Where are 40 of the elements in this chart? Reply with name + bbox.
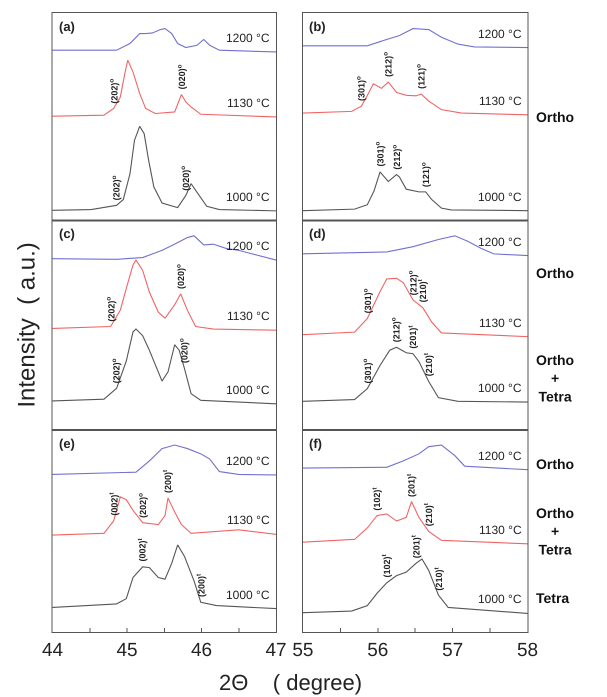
series-label: 1130 °C [479, 94, 522, 108]
chart-title: (a) [59, 19, 75, 34]
x-tick-label: 57 [442, 640, 464, 661]
y-axis-title: Intensity ( a.u.) [13, 242, 40, 408]
series-label: 1000 °C [478, 190, 522, 204]
x-tick-label: 44 [42, 640, 64, 661]
text: Ortho + Tetra [536, 505, 574, 558]
text: Ortho [536, 456, 574, 472]
text: Ortho [536, 265, 574, 281]
series-label: 1200 °C [226, 31, 270, 45]
series-label: 1200 °C [478, 27, 522, 41]
series-label: 1130 °C [479, 316, 522, 330]
text: Tetra [536, 590, 570, 606]
series-label: 1200 °C [226, 454, 270, 468]
series-label: 1130 °C [227, 309, 270, 323]
series-label: 1130 °C [227, 513, 270, 527]
chart-title: (d) [309, 226, 326, 241]
x-tick-label: 55 [292, 640, 314, 661]
series-label: 1200 °C [226, 239, 270, 253]
x-axis-title: 2Θ ( degree) [219, 670, 362, 695]
chart-title: (f) [309, 436, 322, 451]
chart-title: (c) [59, 226, 75, 241]
series-label: 1000 °C [478, 381, 522, 395]
x-tick-label: 45 [116, 640, 138, 661]
series-label: 1000 °C [478, 592, 522, 606]
series-label: 1130 °C [227, 96, 270, 110]
series-label: 1200 °C [478, 449, 522, 463]
x-tick-label: 56 [367, 640, 388, 661]
series-label: 1130 °C [479, 523, 522, 537]
x-tick-label: 47 [265, 640, 287, 661]
x-tick-label: 58 [516, 640, 538, 661]
x-tick-label: 46 [190, 640, 212, 661]
chart-title: (b) [309, 19, 326, 34]
series-label: 1000 °C [226, 383, 270, 397]
chart-title: (e) [59, 436, 75, 451]
series-label: 1200 °C [478, 235, 522, 249]
text: Ortho [536, 109, 574, 125]
series-label: 1000 °C [226, 588, 270, 602]
text: Ortho + Tetra [536, 352, 574, 404]
series-label: 1000 °C [226, 190, 270, 204]
